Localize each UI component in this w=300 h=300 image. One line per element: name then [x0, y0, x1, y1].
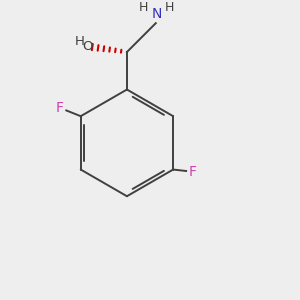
Text: H: H — [165, 1, 174, 14]
Text: F: F — [56, 101, 64, 115]
Text: H: H — [139, 1, 148, 14]
Text: O: O — [83, 40, 93, 53]
Text: H: H — [74, 35, 84, 48]
Text: F: F — [188, 165, 196, 179]
Text: N: N — [151, 7, 161, 21]
